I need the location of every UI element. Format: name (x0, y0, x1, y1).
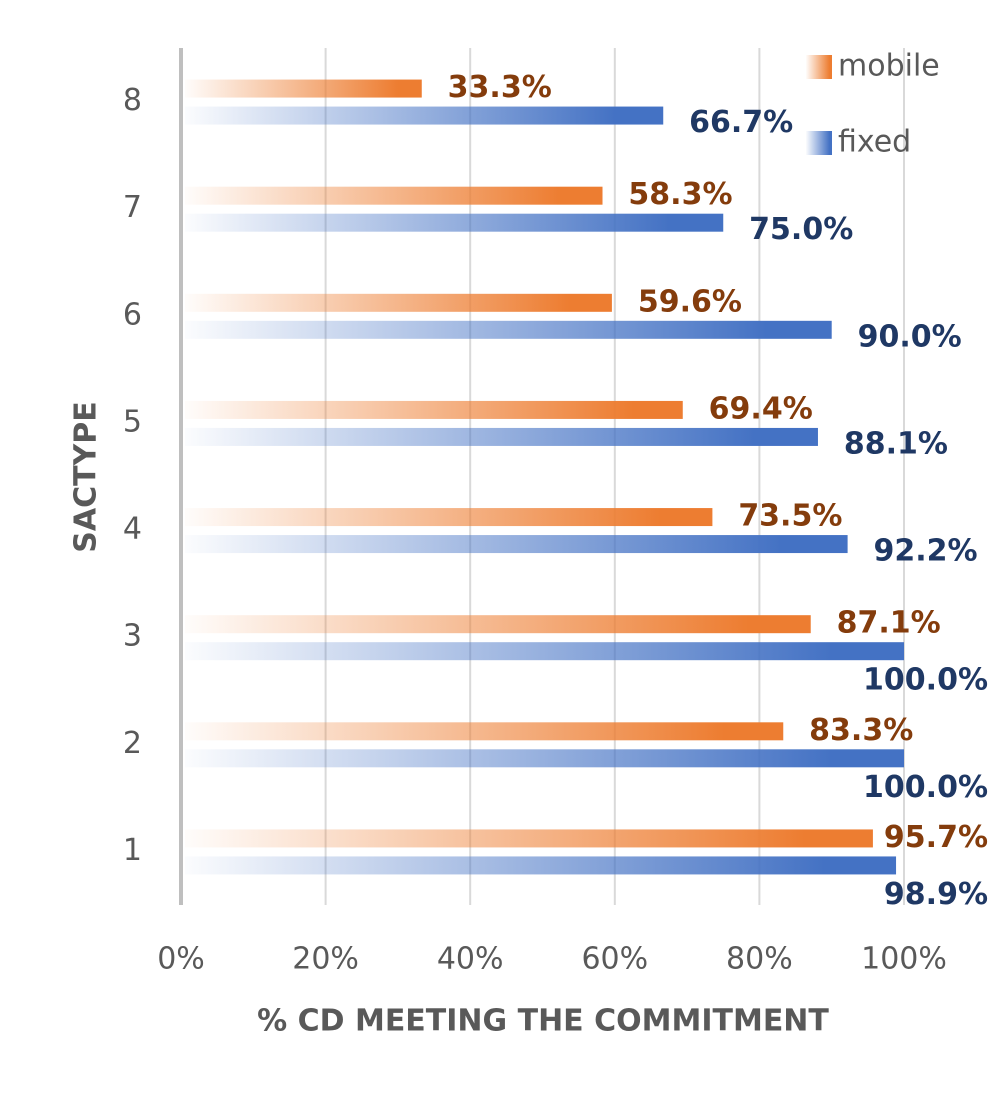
data-label: 69.4% (709, 391, 813, 426)
bar (185, 427, 818, 446)
y-tick-label: 8 (123, 83, 142, 118)
x-tick-label: 40% (437, 942, 504, 977)
data-label: 87.1% (837, 606, 941, 641)
bar (185, 722, 784, 741)
bar (185, 320, 832, 339)
x-tick-label: 0% (157, 942, 205, 977)
y-tick-label: 6 (123, 297, 142, 332)
y-tick-label: 1 (123, 833, 142, 868)
bar (185, 856, 897, 875)
legend-swatch (806, 55, 832, 79)
bar (185, 829, 873, 848)
x-axis-title: % CD MEETING THE COMMITMENT (257, 1004, 829, 1039)
data-label: 75.0% (749, 212, 853, 247)
data-label: 33.3% (448, 70, 552, 105)
data-label: 90.0% (858, 319, 962, 354)
legend-label: fixed (838, 125, 911, 160)
data-label: 59.6% (638, 284, 742, 319)
x-tick-label: 20% (292, 942, 359, 977)
bar (185, 535, 848, 554)
legend-label: mobile (838, 49, 940, 84)
data-label: 100.0% (863, 663, 988, 698)
legend-swatch (806, 131, 832, 155)
x-tick-label: 100% (861, 942, 947, 977)
data-label: 58.3% (628, 177, 732, 212)
bar (185, 615, 811, 634)
x-tick-label: 80% (726, 942, 793, 977)
bar (185, 213, 724, 232)
data-label: 95.7% (884, 820, 988, 855)
y-tick-label: 3 (123, 619, 142, 654)
bar (185, 79, 422, 98)
bar (185, 400, 683, 419)
y-axis-title: SACTYPE (69, 401, 104, 553)
y-tick-label: 2 (123, 726, 142, 761)
bar (185, 106, 664, 125)
data-label: 83.3% (809, 713, 913, 748)
bar (185, 642, 904, 661)
bar (185, 186, 603, 205)
y-tick-label: 4 (123, 512, 142, 547)
bar (185, 508, 713, 527)
x-tick-label: 60% (581, 942, 648, 977)
y-tick-label: 7 (123, 190, 142, 225)
data-label: 92.2% (874, 534, 978, 569)
bar (185, 293, 612, 312)
data-label: 66.7% (689, 105, 793, 140)
y-tick-label: 5 (123, 404, 142, 439)
data-label: 73.5% (738, 499, 842, 534)
data-label: 88.1% (844, 426, 948, 461)
bar (185, 749, 904, 768)
data-label: 100.0% (863, 770, 988, 805)
data-label: 98.9% (884, 877, 988, 912)
